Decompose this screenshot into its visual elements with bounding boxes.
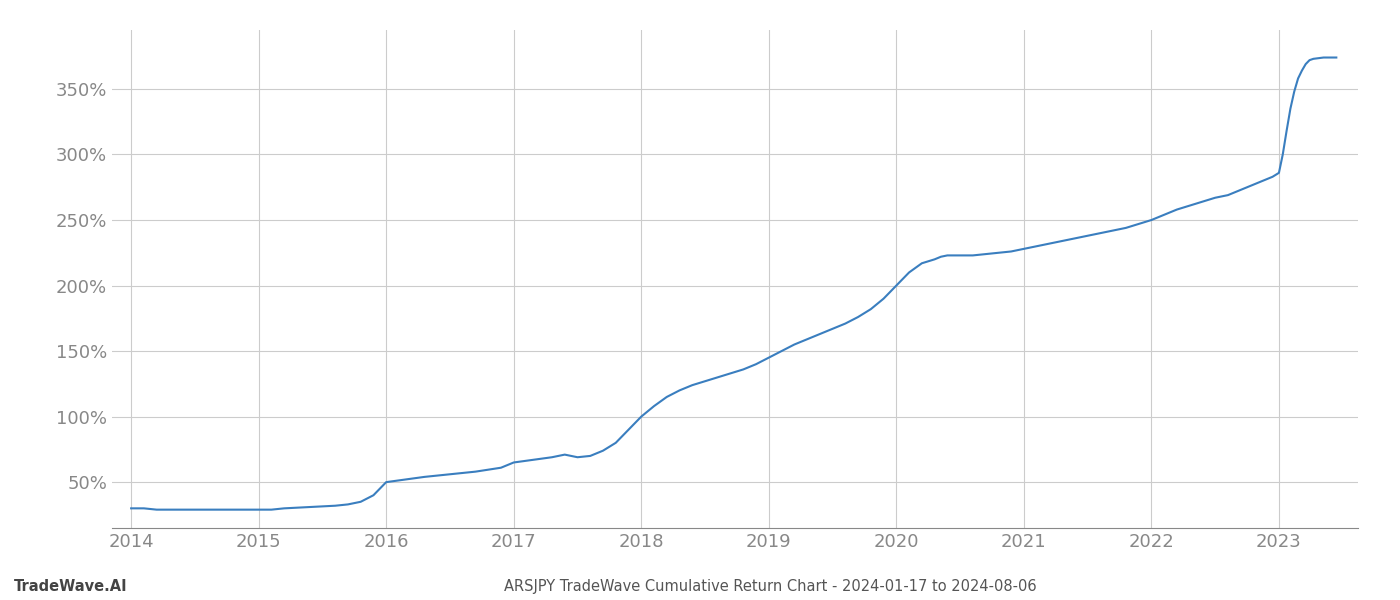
- Text: ARSJPY TradeWave Cumulative Return Chart - 2024-01-17 to 2024-08-06: ARSJPY TradeWave Cumulative Return Chart…: [504, 579, 1036, 594]
- Text: TradeWave.AI: TradeWave.AI: [14, 579, 127, 594]
